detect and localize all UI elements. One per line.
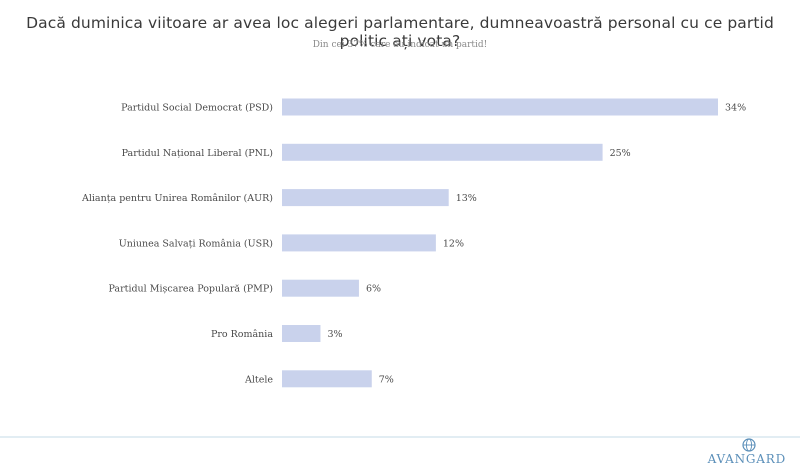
category-label: Partidul Social Democrat (PSD) — [121, 103, 273, 114]
bar — [282, 279, 359, 297]
category-label: Altele — [244, 374, 273, 385]
bar — [282, 143, 603, 161]
brand-logo: AVANGARD — [706, 438, 786, 466]
value-label: 12% — [443, 238, 464, 249]
footer-divider — [0, 436, 800, 438]
value-label: 34% — [725, 103, 746, 114]
category-label: Uniunea Salvați România (USR) — [119, 238, 273, 249]
value-label: 13% — [456, 193, 477, 204]
bar — [282, 234, 436, 252]
globe-icon — [742, 438, 756, 452]
bar — [282, 370, 372, 388]
value-label: 7% — [379, 374, 394, 385]
category-label: Partidul Național Liberal (PNL) — [122, 148, 273, 159]
category-label: Alianța pentru Unirea Românilor (AUR) — [81, 193, 273, 204]
value-label: 6% — [366, 284, 381, 295]
brand-name: AVANGARD — [707, 452, 786, 466]
chart-title: Dacă duminica viitoare ar avea loc alege… — [26, 14, 774, 50]
category-label: Pro România — [211, 329, 273, 340]
value-label: 3% — [327, 329, 342, 340]
category-label: Partidul Mișcarea Populară (PMP) — [108, 284, 273, 295]
bar — [282, 189, 449, 207]
value-label: 25% — [610, 148, 631, 159]
bar — [282, 98, 718, 116]
chart-subtitle: Din cei 37% care au indicat un partid! — [312, 40, 488, 50]
bar-chart: Partidul Social Democrat (PSD) 34% Partidu… — [81, 98, 746, 388]
bar — [282, 325, 321, 342]
